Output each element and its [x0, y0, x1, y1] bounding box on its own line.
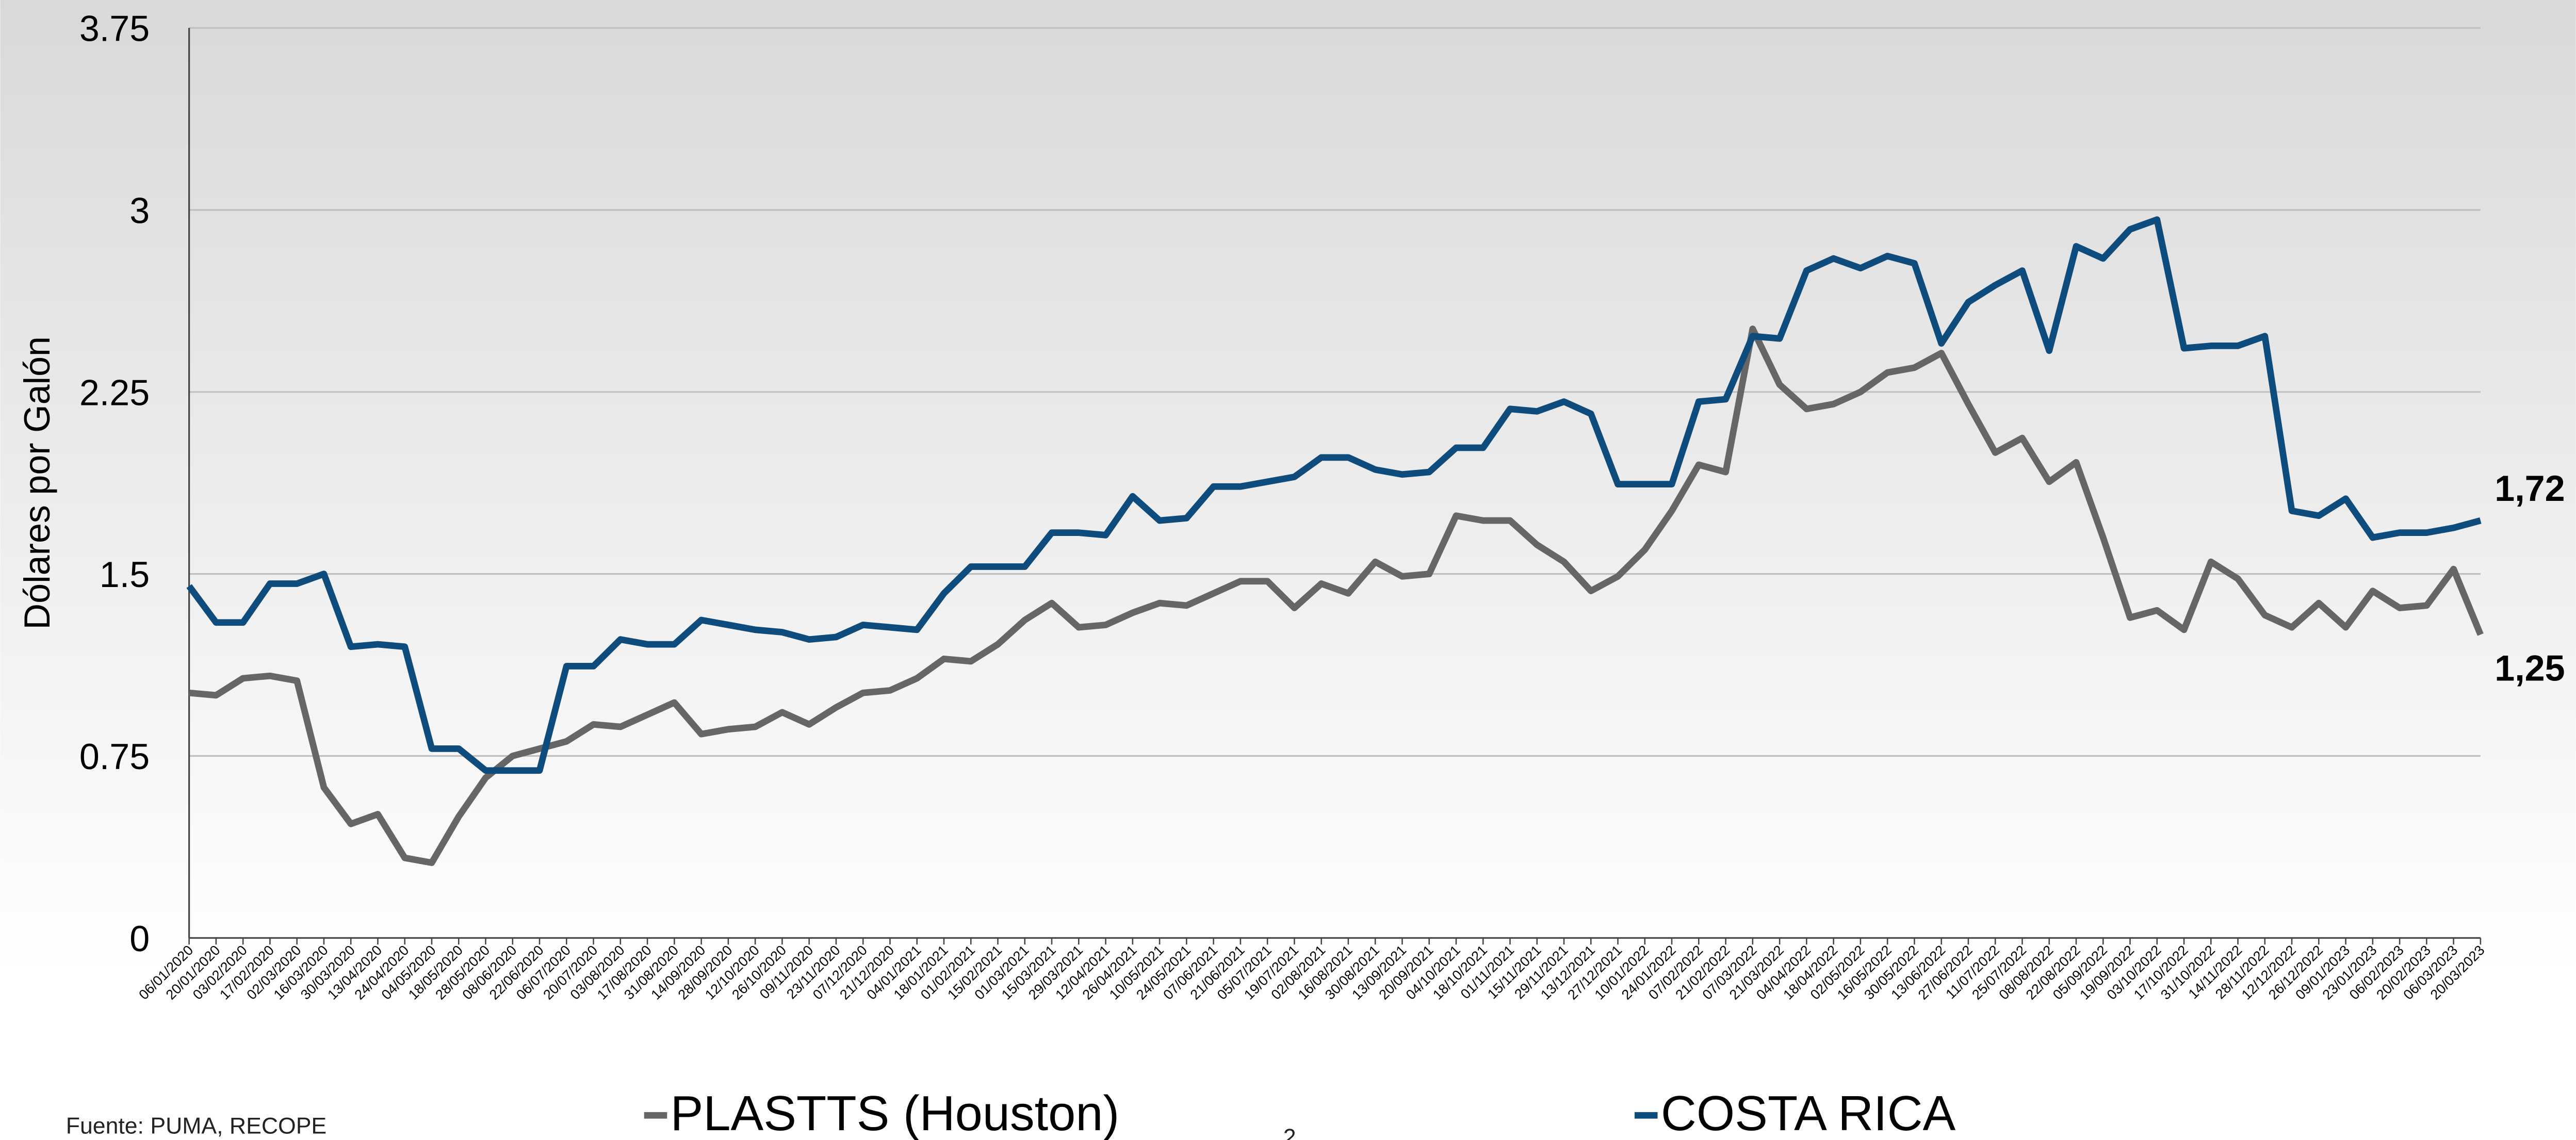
y-tick-label: 3	[129, 190, 150, 231]
y-tick-label: 0.75	[79, 737, 150, 777]
legend-marker	[644, 1112, 667, 1119]
y-tick-label: 3.75	[79, 9, 150, 49]
data-label: 1,25	[2495, 648, 2565, 688]
y-tick-label: 2.25	[79, 372, 150, 413]
y-axis-label: Dólares por Galón	[17, 336, 57, 629]
source: Fuente: PUMA, RECOPE	[66, 1113, 327, 1138]
legend-label: COSTA RICA	[1661, 1086, 1956, 1140]
y-tick-label: 0	[129, 919, 150, 959]
y-tick-label: 1.5	[100, 555, 150, 595]
legend-marker	[1634, 1112, 1658, 1119]
page-number: 2	[1283, 1125, 1296, 1140]
data-label: 1,72	[2495, 468, 2565, 509]
legend-label: PLASTTS (Houston)	[671, 1086, 1120, 1140]
series-line	[189, 325, 2484, 866]
series-line	[186, 216, 2482, 774]
